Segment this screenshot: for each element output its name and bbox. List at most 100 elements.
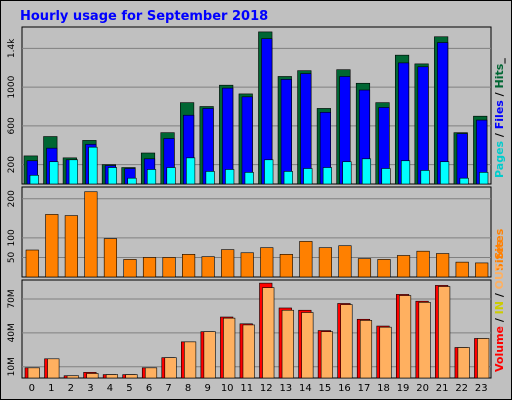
pages-bar [264,159,274,185]
sites-bar [436,253,450,278]
x-tick-label: 0 [29,383,35,394]
pages-bar [322,167,332,185]
y-axis-label-part: Hits [493,63,506,88]
out-bar [457,347,470,379]
x-tick-label: 16 [338,383,351,394]
y-axis-label-part: / [493,88,506,100]
out-bar [242,324,255,379]
x-tick-label: 2 [68,383,74,394]
pages-bar [342,161,352,185]
pages-bar [459,177,469,185]
out-bar [281,309,294,379]
y-tick-label: 600 [7,117,17,134]
out-bar [47,358,60,379]
y-tick-label: 100 [7,229,17,246]
pages-bar [107,167,118,185]
y-axis-label-part: / [493,129,506,141]
sites-bar [221,249,235,278]
sites-bar [299,241,313,278]
sites-bar [357,258,372,278]
pages-bar [400,160,411,185]
sites-bar [260,247,274,278]
out-bar [164,357,177,379]
files-bar [241,96,253,185]
pages-bar [303,168,313,185]
sites-bar [123,259,137,278]
out-bar [438,286,451,379]
pages-bar [127,177,137,185]
out-bar [301,312,314,379]
files-bar [456,133,468,185]
pages-bar [205,171,215,185]
y-tick-label: 200 [7,156,17,173]
pages-bar [146,169,157,185]
y-axis-label: Pages / Files / Hits_ [493,58,506,178]
panel-1-frame [21,26,492,185]
x-tick-label: 10 [221,383,234,394]
out-bar [418,302,431,379]
x-tick-label: 18 [377,383,390,394]
pages-bar [479,172,489,185]
x-tick-label: 21 [436,383,449,394]
y-axis-label-part: / [493,289,506,301]
y-axis-label-part: / [493,314,506,326]
sites-bar [240,252,254,278]
x-tick-label: 23 [475,383,488,394]
sites-bar [142,257,157,278]
sites-bar [201,256,215,278]
sites-bar [455,261,469,278]
x-tick-label: 8 [185,383,191,394]
x-tick-label: 20 [416,383,429,394]
out-bar [477,338,490,379]
sites-bar [475,262,489,278]
x-tick-label: 9 [204,383,210,394]
x-tick-label: 14 [299,383,312,394]
sites-bar [318,247,332,278]
files-bar [280,79,292,185]
pages-bar [88,146,98,185]
sites-bar [338,245,352,278]
y-axis-label-part: Files [493,100,506,130]
sites-bar [162,257,176,278]
out-bar [184,341,197,379]
pages-bar [166,167,176,185]
y-axis-label: Sites [493,240,506,271]
pages-bar [361,158,372,185]
y-axis-label-part: OUT [493,263,506,289]
y-tick-label: 200 [7,190,17,207]
out-bar [398,295,412,379]
y-tick-label: 10M [7,357,17,376]
out-bar [86,373,99,379]
x-tick-label: 19 [397,383,410,394]
sites-bar [64,215,78,278]
sites-bar [25,249,39,278]
y-axis-label-part: Pages [493,140,506,178]
x-tick-label: 3 [87,383,93,394]
out-bar [223,317,236,379]
files-bar [300,73,312,185]
panel-3-frame [21,279,492,379]
out-bar [144,367,158,379]
pages-bar [68,159,78,185]
pages-bar [49,161,59,185]
pages-bar [225,169,235,185]
pages-bar [244,172,254,185]
x-tick-label: 7 [165,383,171,394]
pages-bar [381,168,391,185]
y-tick-label: 70M [7,289,17,308]
chart-title: Hourly usage for September 2018 [20,9,268,24]
files-bar [417,66,429,185]
pages-bar [420,170,430,185]
x-tick-label: 17 [358,383,371,394]
x-tick-label: 11 [240,383,253,394]
pages-bar [186,157,196,185]
x-tick-label: 15 [319,383,332,394]
y-tick-label: 50 [7,251,17,263]
x-tick-label: 22 [455,383,468,394]
pages-bar [283,171,293,185]
y-tick-label: 1000 [7,75,17,98]
y-tick-label: 1.4k [7,38,17,58]
